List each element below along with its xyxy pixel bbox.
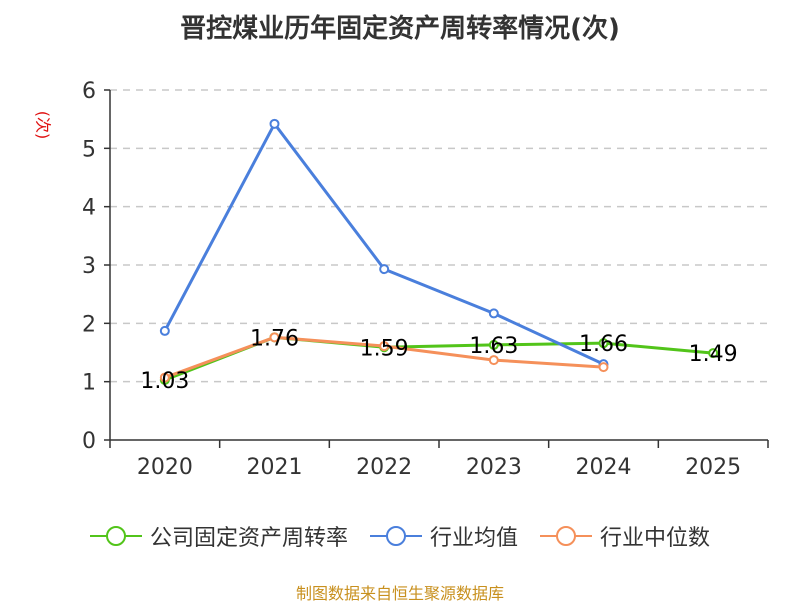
y-tick-label: 5	[82, 137, 96, 162]
series-line-1	[163, 121, 605, 366]
x-tick-label: 2025	[685, 455, 741, 480]
legend-label-industry-mean: 行业均值	[429, 526, 518, 551]
data-point-1	[159, 325, 170, 336]
legend: 公司固定资产周转率 行业均值 行业中位数	[0, 520, 800, 552]
legend-swatch-industry-median-icon	[540, 526, 592, 546]
y-tick-label: 1	[82, 371, 96, 396]
x-tick-label: 2024	[576, 455, 632, 480]
data-point-1	[488, 308, 499, 319]
x-tick-label: 2020	[137, 455, 193, 480]
source-note: 制图数据来自恒生聚源数据库	[295, 584, 504, 603]
legend-item-industry-mean[interactable]: 行业均值	[369, 520, 518, 552]
y-tick-label: 4	[82, 196, 96, 221]
data-point-2	[598, 362, 609, 373]
x-tick-label: 2023	[466, 455, 522, 480]
data-label: 1.59	[360, 336, 409, 361]
x-tick-label: 2022	[356, 455, 412, 480]
data-point-0	[488, 339, 499, 350]
legend-swatch-company-icon	[89, 526, 142, 546]
y-tick-label: 6	[82, 79, 96, 104]
data-label: 1.03	[140, 369, 189, 394]
chart-title: 晋控煤业历年固定资产周转率情况(次)	[180, 14, 620, 44]
legend-swatch-industry-mean-icon	[369, 526, 422, 546]
legend-label-company: 公司固定资产周转率	[149, 526, 348, 551]
data-point-0	[708, 348, 719, 359]
series-line-0	[164, 335, 714, 382]
data-point-0	[598, 338, 609, 349]
data-label: 1.76	[250, 326, 299, 351]
legend-item-company[interactable]: 公司固定资产周转率	[89, 520, 348, 552]
data-point-2	[269, 332, 280, 343]
y-tick-label: 3	[82, 254, 96, 279]
data-point-2	[488, 355, 499, 366]
x-tick-label: 2021	[247, 455, 303, 480]
data-label: 1.63	[469, 334, 518, 359]
legend-label-industry-median: 行业中位数	[600, 526, 711, 551]
y-tick-label: 0	[82, 429, 96, 454]
legend-item-industry-median[interactable]: 行业中位数	[540, 520, 710, 552]
data-label: 1.66	[579, 332, 628, 357]
data-label: 1.49	[689, 342, 738, 367]
data-point-2	[379, 341, 390, 352]
data-point-2	[159, 372, 170, 383]
data-point-1	[269, 118, 280, 129]
y-tick-label: 2	[82, 312, 96, 337]
data-point-1	[379, 264, 390, 275]
